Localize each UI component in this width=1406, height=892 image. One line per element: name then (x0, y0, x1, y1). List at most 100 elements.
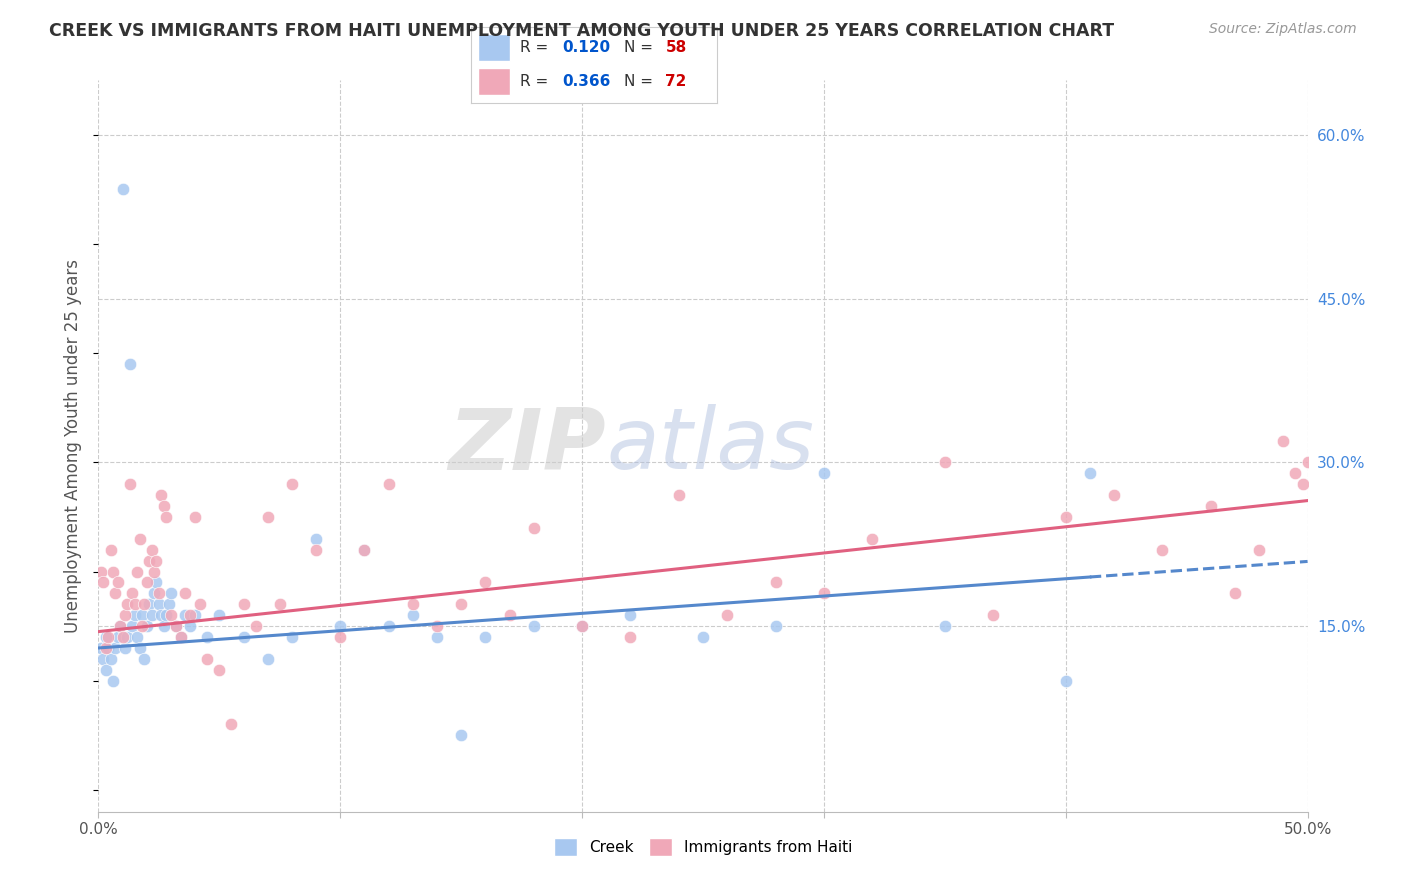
Point (165, 619, 187, 633)
Point (450, 728, 472, 742)
Point (111, 182, 134, 196)
Text: R =: R = (520, 74, 554, 89)
Point (305, 532, 328, 546)
Point (232, 597, 254, 611)
Point (114, 608, 136, 623)
Point (101, 565, 124, 579)
Point (121, 586, 143, 600)
Point (145, 554, 167, 568)
Point (101, 673, 124, 688)
Point (934, 455, 956, 469)
Point (184, 510, 207, 524)
Point (117, 630, 139, 644)
Point (90, 565, 112, 579)
Point (118, 477, 141, 491)
Point (1292, 477, 1315, 491)
Point (131, 619, 153, 633)
Point (619, 608, 641, 623)
Point (195, 652, 218, 666)
Point (145, 575, 167, 590)
Point (813, 467, 835, 481)
Point (402, 608, 425, 623)
Point (94, 663, 117, 677)
Point (128, 532, 150, 546)
Point (179, 608, 201, 623)
Point (474, 575, 496, 590)
Text: N =: N = (624, 74, 658, 89)
Text: R =: R = (520, 40, 554, 55)
Point (245, 619, 267, 633)
Text: CREEK VS IMMIGRANTS FROM HAITI UNEMPLOYMENT AMONG YOUTH UNDER 25 YEARS CORRELATI: CREEK VS IMMIGRANTS FROM HAITI UNEMPLOYM… (49, 22, 1115, 40)
Point (128, 640, 150, 655)
Point (131, 608, 153, 623)
Point (256, 652, 278, 666)
Point (813, 586, 835, 600)
Point (135, 575, 157, 590)
Point (118, 357, 141, 371)
Point (474, 630, 496, 644)
Point (860, 532, 883, 546)
Point (353, 542, 375, 557)
Text: Source: ZipAtlas.com: Source: ZipAtlas.com (1209, 22, 1357, 37)
Point (108, 619, 131, 633)
Point (981, 608, 1004, 623)
Point (179, 619, 201, 633)
Y-axis label: Unemployment Among Youth under 25 years: Unemployment Among Youth under 25 years (65, 259, 83, 633)
Point (143, 586, 166, 600)
Point (90, 640, 112, 655)
Point (138, 597, 160, 611)
Point (91, 652, 114, 666)
Point (138, 554, 160, 568)
Point (174, 586, 197, 600)
Point (1296, 455, 1319, 469)
Point (305, 542, 328, 557)
Point (134, 597, 156, 611)
Point (269, 597, 291, 611)
Point (97, 640, 120, 655)
Point (108, 619, 131, 633)
Point (208, 608, 231, 623)
Point (97, 630, 120, 644)
Point (155, 510, 177, 524)
Point (111, 630, 134, 644)
FancyBboxPatch shape (478, 34, 510, 61)
Point (765, 575, 787, 590)
Point (619, 630, 641, 644)
Point (353, 542, 375, 557)
Point (934, 619, 956, 633)
Point (571, 619, 593, 633)
Point (765, 619, 787, 633)
Point (114, 640, 136, 655)
Text: 0.366: 0.366 (562, 74, 610, 89)
Point (141, 608, 163, 623)
Point (692, 630, 714, 644)
Point (152, 619, 174, 633)
Point (1284, 467, 1306, 481)
Point (148, 586, 170, 600)
Point (523, 619, 546, 633)
Point (174, 608, 197, 623)
Point (135, 619, 157, 633)
Point (143, 565, 166, 579)
Point (155, 608, 177, 623)
Point (1054, 510, 1077, 524)
Point (169, 630, 191, 644)
Text: 0.120: 0.120 (562, 40, 610, 55)
Point (141, 542, 163, 557)
Point (450, 597, 472, 611)
Point (402, 597, 425, 611)
Point (104, 586, 127, 600)
Point (134, 652, 156, 666)
Point (150, 488, 173, 502)
Point (1249, 542, 1271, 557)
Point (1272, 434, 1295, 448)
Point (160, 586, 183, 600)
Text: atlas: atlas (606, 404, 814, 488)
Point (94, 630, 117, 644)
Point (426, 630, 449, 644)
Point (208, 663, 231, 677)
Point (571, 619, 593, 633)
Point (150, 608, 173, 623)
Text: 72: 72 (665, 74, 686, 89)
Point (94, 640, 117, 655)
